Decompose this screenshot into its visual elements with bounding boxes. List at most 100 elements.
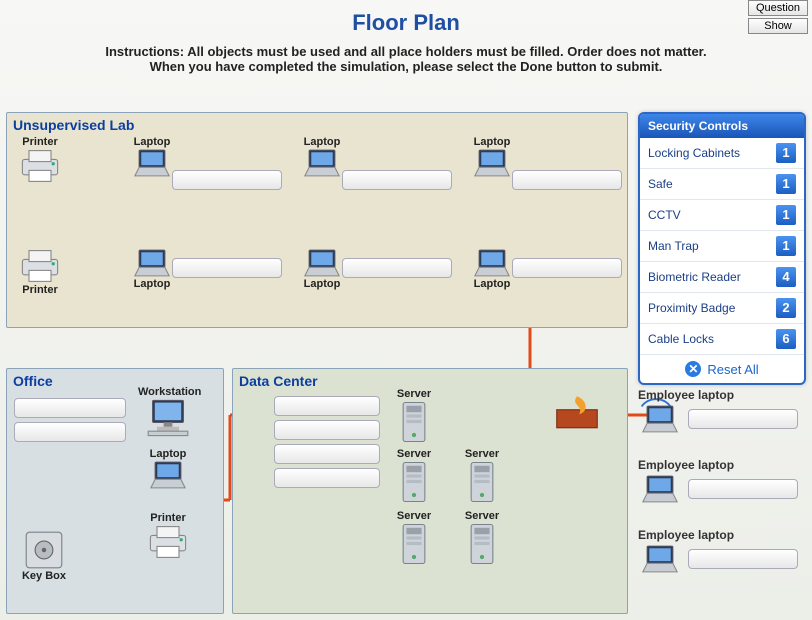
office-workstation[interactable]: Workstation bbox=[138, 386, 198, 438]
employee-laptop-1[interactable]: Employee laptop bbox=[638, 388, 806, 434]
security-item[interactable]: Safe 1 bbox=[640, 169, 804, 200]
device-label: Key Box bbox=[14, 570, 74, 582]
security-item-label: Man Trap bbox=[648, 239, 699, 253]
security-item[interactable]: Man Trap 1 bbox=[640, 231, 804, 262]
reset-icon: ✕ bbox=[685, 361, 701, 377]
device-label: Laptop bbox=[122, 136, 182, 148]
device-label: Server bbox=[460, 448, 504, 460]
dc-server-3[interactable]: Server bbox=[460, 448, 504, 504]
security-item-count: 1 bbox=[776, 205, 796, 225]
drop-slot[interactable] bbox=[274, 444, 380, 464]
device-label: Employee laptop bbox=[638, 528, 806, 542]
security-item-count: 1 bbox=[776, 236, 796, 256]
instructions-text: Instructions: All objects must be used a… bbox=[0, 36, 812, 80]
device-label: Employee laptop bbox=[638, 388, 806, 402]
security-panel-header: Security Controls bbox=[640, 114, 804, 138]
lab-printer-2[interactable]: Printer bbox=[10, 248, 70, 296]
security-item-count: 1 bbox=[776, 143, 796, 163]
show-button[interactable]: Show bbox=[748, 18, 808, 34]
laptop-icon bbox=[300, 248, 344, 278]
device-label: Employee laptop bbox=[638, 458, 806, 472]
security-item-count: 6 bbox=[776, 329, 796, 349]
security-item-label: Locking Cabinets bbox=[648, 146, 740, 160]
device-label: Laptop bbox=[122, 278, 182, 290]
security-item[interactable]: Proximity Badge 2 bbox=[640, 293, 804, 324]
drop-slot[interactable] bbox=[512, 170, 622, 190]
laptop-icon bbox=[638, 404, 682, 434]
security-item-label: Proximity Badge bbox=[648, 301, 735, 315]
laptop-icon bbox=[130, 148, 174, 178]
office-keybox[interactable]: Key Box bbox=[14, 530, 74, 582]
device-label: Laptop bbox=[138, 448, 198, 460]
server-icon bbox=[469, 460, 495, 504]
drop-slot[interactable] bbox=[172, 170, 282, 190]
drop-slot[interactable] bbox=[172, 258, 282, 278]
server-icon bbox=[469, 522, 495, 566]
page-title: Floor Plan bbox=[0, 0, 812, 36]
lab-printer-1[interactable]: Printer bbox=[10, 136, 70, 184]
drop-slot[interactable] bbox=[274, 420, 380, 440]
security-item[interactable]: CCTV 1 bbox=[640, 200, 804, 231]
drop-slot[interactable] bbox=[342, 170, 452, 190]
device-label: Server bbox=[460, 510, 504, 522]
security-item[interactable]: Cable Locks 6 bbox=[640, 324, 804, 355]
drop-slot[interactable] bbox=[688, 409, 798, 429]
device-label: Printer bbox=[10, 284, 70, 296]
device-label: Server bbox=[392, 510, 436, 522]
server-icon bbox=[401, 400, 427, 444]
device-label: Laptop bbox=[292, 136, 352, 148]
dc-server-4[interactable]: Server bbox=[392, 510, 436, 566]
device-label: Printer bbox=[138, 512, 198, 524]
device-label: Server bbox=[392, 448, 436, 460]
office-laptop[interactable]: Laptop bbox=[138, 448, 198, 490]
security-controls-panel: Security Controls Locking Cabinets 1 Saf… bbox=[638, 112, 806, 385]
laptop-icon bbox=[146, 460, 190, 490]
device-label: Server bbox=[392, 388, 436, 400]
security-item-count: 1 bbox=[776, 174, 796, 194]
laptop-icon bbox=[470, 148, 514, 178]
dc-server-1[interactable]: Server bbox=[392, 388, 436, 444]
workstation-icon bbox=[146, 398, 190, 438]
safe-icon bbox=[24, 530, 64, 570]
employee-laptop-3[interactable]: Employee laptop bbox=[638, 528, 806, 574]
server-icon bbox=[401, 460, 427, 504]
drop-slot[interactable] bbox=[342, 258, 452, 278]
security-item-label: Safe bbox=[648, 177, 673, 191]
security-item[interactable]: Locking Cabinets 1 bbox=[640, 138, 804, 169]
device-label: Printer bbox=[10, 136, 70, 148]
laptop-icon bbox=[470, 248, 514, 278]
laptop-icon bbox=[638, 474, 682, 504]
security-item-label: Biometric Reader bbox=[648, 270, 741, 284]
drop-slot[interactable] bbox=[688, 549, 798, 569]
dc-server-2[interactable]: Server bbox=[392, 448, 436, 504]
device-label: Laptop bbox=[292, 278, 352, 290]
security-item-label: CCTV bbox=[648, 208, 681, 222]
drop-slot[interactable] bbox=[688, 479, 798, 499]
device-label: Workstation bbox=[138, 386, 198, 398]
firewall-icon bbox=[554, 394, 600, 430]
laptop-icon bbox=[130, 248, 174, 278]
dc-server-5[interactable]: Server bbox=[460, 510, 504, 566]
drop-slot[interactable] bbox=[274, 468, 380, 488]
employee-laptop-2[interactable]: Employee laptop bbox=[638, 458, 806, 504]
drop-slot[interactable] bbox=[512, 258, 622, 278]
printer-icon bbox=[18, 248, 62, 284]
drop-slot[interactable] bbox=[274, 396, 380, 416]
printer-icon bbox=[146, 524, 190, 560]
security-item[interactable]: Biometric Reader 4 bbox=[640, 262, 804, 293]
dc-firewall[interactable] bbox=[552, 394, 602, 430]
security-item-count: 2 bbox=[776, 298, 796, 318]
reset-all-button[interactable]: ✕ Reset All bbox=[640, 355, 804, 383]
security-item-label: Cable Locks bbox=[648, 332, 714, 346]
drop-slot[interactable] bbox=[14, 422, 126, 442]
reset-label: Reset All bbox=[707, 362, 758, 377]
security-item-count: 4 bbox=[776, 267, 796, 287]
question-button[interactable]: Question bbox=[748, 0, 808, 16]
drop-slot[interactable] bbox=[14, 398, 126, 418]
laptop-icon bbox=[300, 148, 344, 178]
laptop-icon bbox=[638, 544, 682, 574]
office-printer[interactable]: Printer bbox=[138, 512, 198, 560]
room-lab-title: Unsupervised Lab bbox=[7, 113, 627, 137]
device-label: Laptop bbox=[462, 136, 522, 148]
server-icon bbox=[401, 522, 427, 566]
